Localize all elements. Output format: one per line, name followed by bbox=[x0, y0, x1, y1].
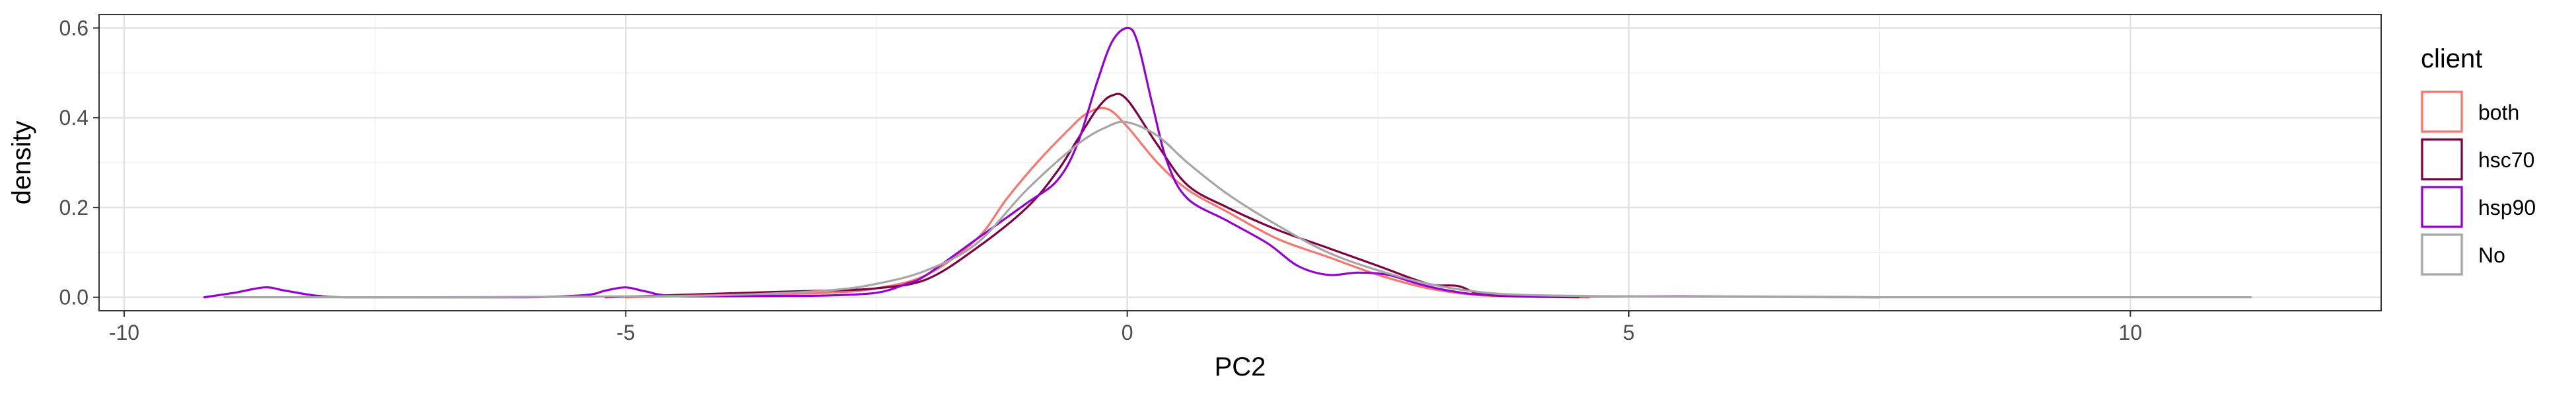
series-layer bbox=[203, 26, 2252, 299]
legend-label-both: both bbox=[2478, 100, 2519, 124]
x-tick-label: 10 bbox=[2119, 321, 2143, 344]
x-axis-title: PC2 bbox=[1215, 352, 1266, 381]
legend-swatch-both bbox=[2421, 91, 2463, 133]
y-tick-label: 0.4 bbox=[59, 106, 89, 130]
x-tick-label: 5 bbox=[1623, 321, 1635, 344]
legend: client both hsc70 hsp90 No bbox=[2420, 44, 2536, 276]
x-tick-label: -5 bbox=[616, 321, 635, 344]
legend-label-hsp90: hsp90 bbox=[2478, 196, 2536, 220]
panel-border bbox=[98, 14, 2382, 311]
legend-label-no: No bbox=[2478, 243, 2505, 267]
axis-layer: -10 -5 0 5 10 0.0 0.2 0.4 0.6 bbox=[59, 16, 2143, 344]
y-tick-label: 0.6 bbox=[59, 16, 89, 40]
legend-swatch-hsc70 bbox=[2421, 138, 2463, 180]
x-tick-label: -10 bbox=[109, 321, 139, 344]
legend-items: both hsc70 hsp90 No bbox=[2420, 90, 2536, 276]
y-axis-title: density bbox=[7, 121, 36, 205]
y-tick-label: 0.2 bbox=[59, 196, 89, 220]
legend-label-hsc70: hsc70 bbox=[2478, 148, 2534, 172]
x-tick-label: 0 bbox=[1122, 321, 1133, 344]
legend-swatch-no bbox=[2421, 233, 2463, 276]
legend-title: client bbox=[2421, 44, 2482, 73]
y-tick-label: 0.0 bbox=[59, 286, 89, 309]
series-line-no bbox=[223, 120, 2252, 299]
legend-swatch-hsp90 bbox=[2421, 186, 2463, 228]
